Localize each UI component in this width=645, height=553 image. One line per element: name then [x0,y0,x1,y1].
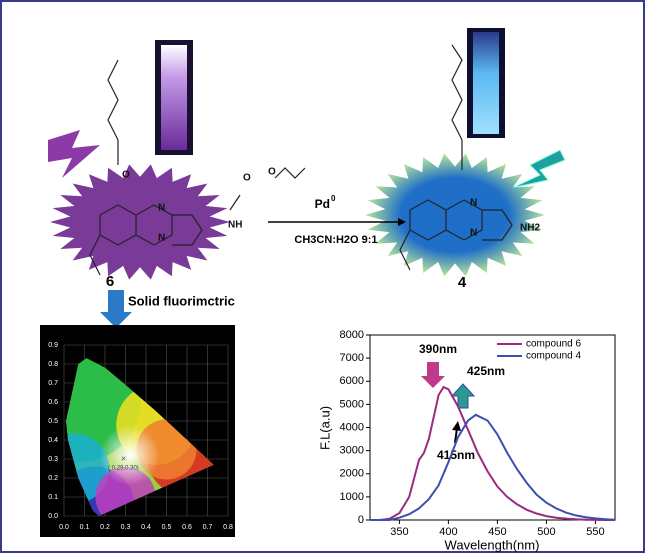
x-tick-label: 450 [488,526,506,538]
gamut-white [100,425,160,485]
series-line [370,415,615,520]
reagent: Pd [315,197,330,211]
cie-y-tick: 0.2 [48,475,58,482]
atom-label: N [158,233,165,244]
cie-x-tick: 0.5 [162,524,172,531]
x-tick-label: 500 [537,526,555,538]
annotation: 415nm [437,448,475,462]
cuvette-left-liquid [161,45,187,150]
annotation-arrow [452,421,461,431]
y-tick-label: 5000 [340,398,364,410]
reagent-sup: 0 [331,194,336,203]
spectrum-chart: F.L(a.u) Wavelength(nm) 390nm 425nm 415n… [317,329,615,553]
starburst-right [365,154,545,277]
atom-label: N [158,203,165,214]
atom-label: O [243,173,251,184]
compound-label: 6 [106,273,114,290]
x-axis-label: Wavelength(nm) [445,537,540,552]
cie-y-tick: 0.1 [48,494,58,501]
x-tick-label: 550 [586,526,604,538]
atom-label: O [268,167,276,178]
compound-label: 4 [458,274,467,291]
cie-x-tick: 0.4 [141,524,151,531]
y-tick-label: 2000 [340,468,364,480]
cie-point: × [121,453,126,463]
y-tick-label: 3000 [340,445,364,457]
atom-label: O [122,170,130,181]
x-tick-label: 350 [390,526,408,538]
atom-label: NH [228,220,242,231]
atom-label: NH2 [520,223,540,234]
series-line [370,387,615,520]
cie-x-tick: 0.8 [223,524,233,531]
annotation: 390nm [419,342,457,356]
y-tick-label: 6000 [340,375,364,387]
cie-y-tick: 0.0 [48,513,58,520]
cie-y-tick: 0.9 [48,342,58,349]
y-axis-label: F.L(a.u) [317,406,332,450]
y-tick-label: 0 [358,514,364,526]
lightning-left [48,130,100,178]
cie-y-tick: 0.5 [48,418,58,425]
cuvette-right-liquid [473,32,499,134]
cie-diagram: 0.0 0.1 0.2 0.3 0.4 0.5 0.6 0.7 0.8 0.0 0.1 0.2 0.3 0… [20,325,236,547]
y-tick-label: 4000 [340,421,364,433]
legend-label: compound 4 [526,351,581,362]
cie-point-label: ( 0.29,0.30) [108,466,139,472]
cie-x-tick: 0.3 [121,524,131,531]
cie-y-tick: 0.3 [48,456,58,463]
lightning-right [512,150,565,188]
y-tick-label: 8000 [340,329,364,341]
cie-y-tick: 0.8 [48,361,58,368]
atom-label: N [470,228,477,239]
cie-x-tick: 0.0 [59,524,69,531]
cie-x-tick: 0.7 [203,524,213,531]
y-tick-label: 1000 [340,491,364,503]
annotation-arrow [421,362,445,388]
annotation: 425nm [467,364,505,378]
scheme: Pd 0 CH3CN:H2O 9:1 6 4 Solid fluorimctri… [48,28,565,328]
starburst-left [50,164,230,279]
legend-label: compound 6 [526,339,581,350]
cie-y-tick: 0.7 [48,380,58,387]
atom-label: N [470,198,477,209]
figure: Pd 0 CH3CN:H2O 9:1 6 4 Solid fluorimctri… [0,0,645,553]
step-label: Solid fluorimctric [128,293,235,308]
cie-x-tick: 0.6 [182,524,192,531]
solvent: CH3CN:H2O 9:1 [294,234,377,246]
cie-x-tick: 0.2 [100,524,110,531]
annotation-arrow [452,384,474,408]
y-tick-label: 7000 [340,352,364,364]
cie-y-tick: 0.6 [48,399,58,406]
x-tick-label: 400 [439,526,457,538]
cie-y-tick: 0.4 [48,437,58,444]
cie-x-tick: 0.1 [80,524,90,531]
